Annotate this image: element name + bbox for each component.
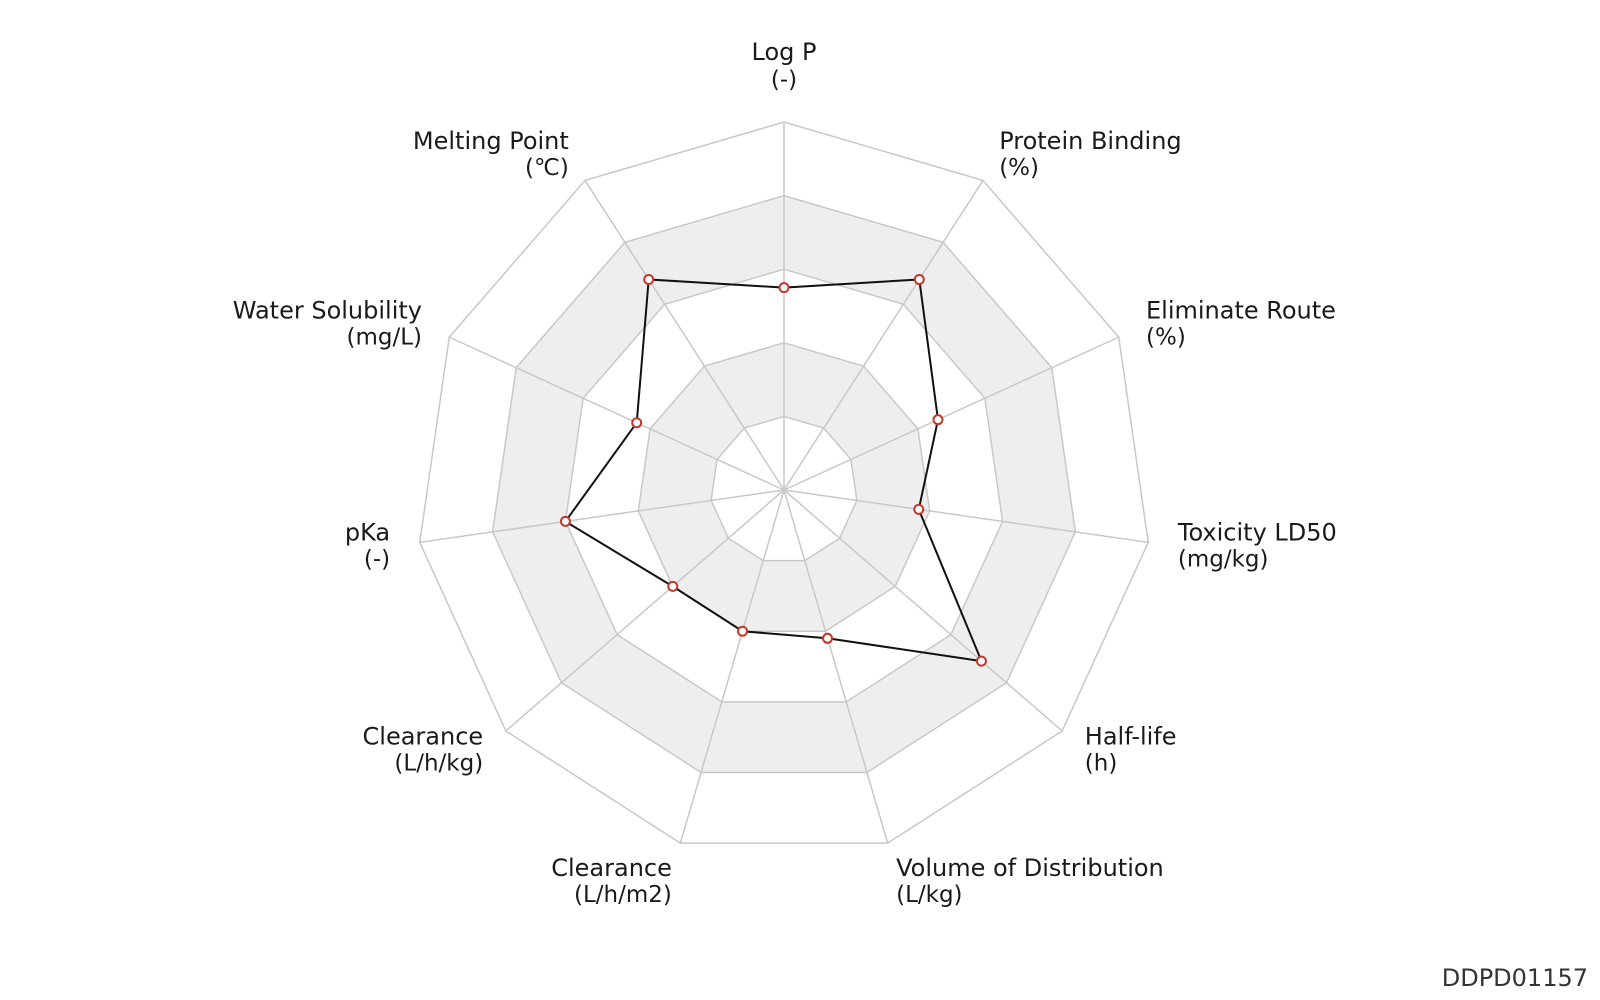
- radar-spoke: [448, 336, 785, 491]
- radar-spoke: [419, 489, 785, 544]
- radar-spoke: [783, 489, 1063, 732]
- radar-grid: [418, 121, 1150, 844]
- radar-series: [559, 273, 987, 667]
- radar-ring: [564, 268, 1004, 703]
- axis-unit-label: (mg/kg): [1178, 547, 1269, 573]
- radar-ring: [491, 194, 1077, 774]
- data-point: [822, 632, 834, 644]
- data-point: [667, 580, 679, 592]
- radar-ring: [637, 342, 931, 632]
- data-point: [737, 625, 749, 637]
- axis-label: Eliminate Route: [1146, 297, 1336, 325]
- axis-label: Volume of Distribution: [896, 854, 1164, 882]
- axis-label: Melting Point: [413, 127, 569, 155]
- axis-unit-label: (h): [1085, 751, 1118, 777]
- radar-spoke: [584, 180, 785, 491]
- data-point: [975, 655, 987, 667]
- radar-spoke: [783, 489, 1149, 544]
- radar-band: [638, 342, 930, 632]
- data-point: [913, 273, 925, 285]
- axis-unit-label: (L/h/kg): [394, 751, 483, 777]
- axis-label: Toxicity LD50: [1177, 519, 1337, 547]
- data-point: [913, 503, 925, 515]
- axis-label: Half-life: [1085, 723, 1177, 751]
- axis-label: pKa: [345, 519, 390, 547]
- series-line: [564, 278, 984, 663]
- radar-bands: [492, 195, 1076, 773]
- chart-id-label: DDPD01157: [1441, 964, 1588, 992]
- axis-unit-label: (%): [999, 155, 1039, 181]
- data-point: [631, 417, 643, 429]
- axis-unit-label: (mg/L): [346, 325, 422, 351]
- radar-spoke: [783, 180, 984, 491]
- axis-unit-label: (L/h/m2): [574, 882, 672, 908]
- radar-spoke: [783, 489, 889, 844]
- axis-unit-label: (%): [1146, 325, 1186, 351]
- axis-unit-label: (-): [364, 547, 390, 573]
- axis-label: Water Solubility: [233, 297, 422, 325]
- axis-label: Protein Binding: [999, 127, 1181, 155]
- radar-ring: [710, 415, 858, 562]
- radar-spoke: [783, 336, 1120, 491]
- axis-label: Clearance: [363, 723, 484, 751]
- data-point: [559, 515, 571, 527]
- axis-label: Clearance: [551, 854, 672, 882]
- data-point: [932, 414, 944, 426]
- axis-unit-label: (℃): [525, 155, 569, 181]
- radar-spokes: [419, 122, 1149, 844]
- axis-label: Log P: [752, 38, 817, 66]
- radar-axis-labels: Log P(-)Protein Binding(%)Eliminate Rout…: [233, 38, 1337, 908]
- radar-ring: [418, 121, 1150, 844]
- data-point: [643, 273, 655, 285]
- axis-unit-label: (-): [771, 67, 797, 93]
- radar-spoke: [679, 489, 785, 844]
- radar-spoke: [505, 489, 785, 732]
- data-point: [778, 282, 790, 294]
- axis-unit-label: (L/kg): [896, 882, 962, 908]
